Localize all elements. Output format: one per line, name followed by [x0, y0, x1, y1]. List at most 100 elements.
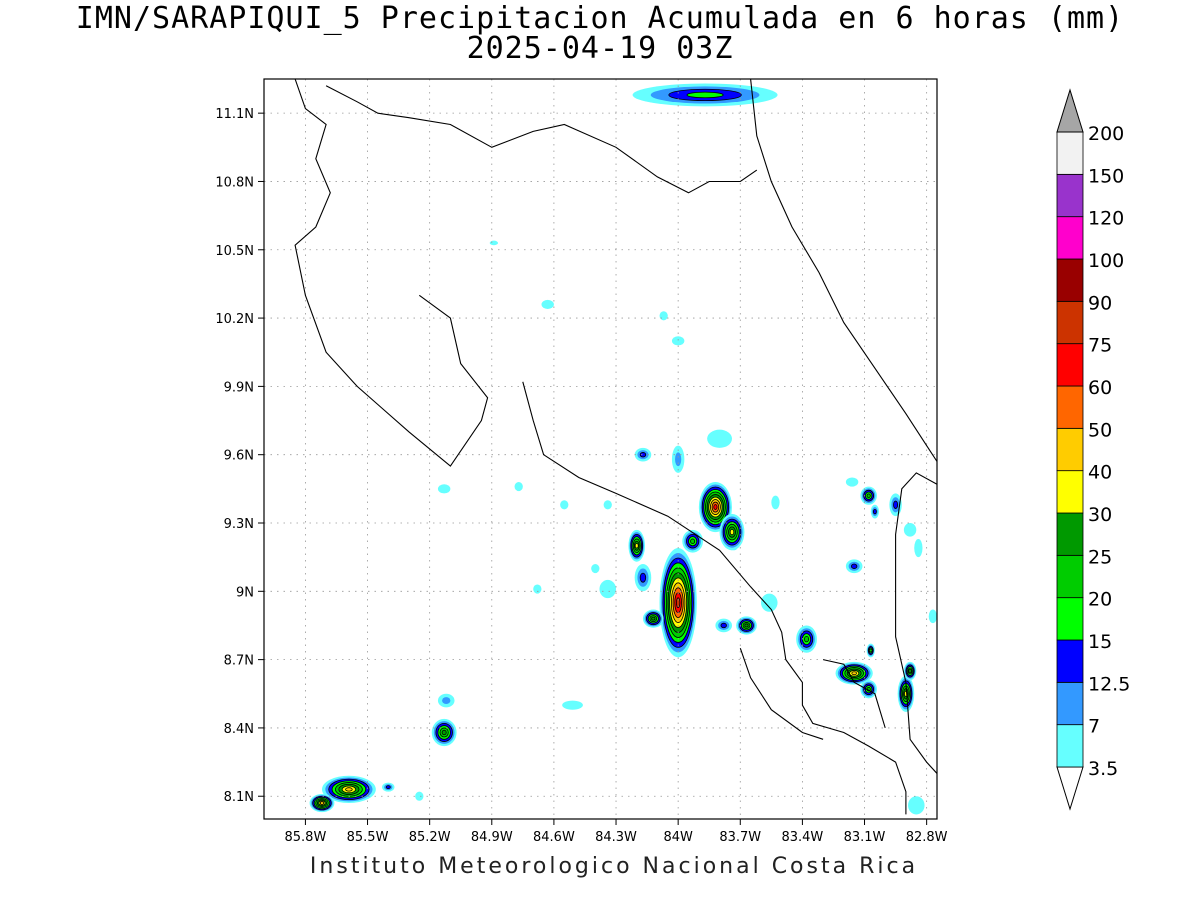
- precip-level-12.5: [639, 452, 647, 458]
- precip-patch-2: [599, 579, 617, 599]
- precip-cell-10: [736, 616, 757, 635]
- y-tick-label-6: 9.9N: [224, 380, 254, 395]
- precip-level-75: [676, 597, 681, 609]
- precip-cell-1: [698, 482, 732, 533]
- precip-level-12.5: [639, 572, 647, 583]
- precip-patch-4: [562, 700, 583, 710]
- x-tick-label-0: 85.8W: [285, 830, 327, 845]
- precip-level-7: [442, 697, 451, 705]
- precip-cell-5: [642, 609, 664, 628]
- precip-level-25: [441, 729, 447, 736]
- y-tick-label-5: 9.6N: [224, 449, 254, 464]
- precip-cell-25: [431, 718, 457, 747]
- legend-arrow-top: [1056, 88, 1084, 133]
- precip-patch-8: [914, 538, 923, 558]
- precip-level-60: [713, 504, 718, 510]
- legend-swatch-10: [1056, 300, 1084, 345]
- precip-level-12.5: [872, 508, 877, 515]
- chart-subtitle: 2025-04-19 03Z: [466, 31, 734, 66]
- legend-label-8: 50: [1088, 419, 1112, 441]
- precip-cell-13: [835, 661, 873, 685]
- precip-cell-6: [628, 529, 646, 562]
- precip-level-12.5: [893, 500, 899, 509]
- precip-level-7: [675, 452, 682, 467]
- legend-label-4: 20: [1088, 589, 1112, 611]
- legend-swatch-1: [1056, 681, 1084, 726]
- precip-cell-2: [719, 513, 745, 551]
- x-tick-label-9: 83.1W: [844, 830, 886, 845]
- x-tick-label-1: 85.5W: [347, 830, 389, 845]
- x-tick-label-4: 84.6W: [533, 830, 575, 845]
- precip-cell-9: [671, 445, 685, 473]
- precip-cell-11: [715, 618, 732, 633]
- precip-cell-0: [632, 83, 778, 107]
- precip-patch-11: [541, 299, 554, 309]
- precip-patch-12: [671, 336, 685, 346]
- precip-cell-24: [382, 782, 395, 792]
- precip-level-12.5: [385, 785, 391, 790]
- legend-swatch-8: [1056, 385, 1084, 429]
- precip-level-12.5: [851, 563, 858, 569]
- precip-level-25: [744, 623, 749, 628]
- legend-label-10: 75: [1088, 335, 1112, 357]
- precip-cell-3: [682, 529, 704, 553]
- legend-label-3: 15: [1088, 631, 1112, 653]
- legend-swatch-13: [1056, 173, 1084, 218]
- precip-level-12.5: [720, 622, 727, 629]
- precip-level-25: [651, 616, 656, 621]
- y-tick-label-2: 8.7N: [224, 654, 254, 669]
- precip-patch-10: [771, 495, 780, 510]
- legend-swatch-11: [1056, 258, 1084, 302]
- legend-swatch-3: [1056, 597, 1084, 641]
- precip-patch-7: [845, 477, 859, 487]
- precipitation-field: [309, 83, 937, 815]
- precip-level-25: [908, 669, 912, 673]
- precip-patch-20: [415, 791, 424, 801]
- legend-label-11: 90: [1088, 292, 1112, 314]
- precip-patch-21: [489, 240, 498, 246]
- precip-patch-3: [760, 593, 778, 612]
- precip-cell-15: [897, 675, 915, 712]
- legend-label-13: 120: [1088, 208, 1124, 230]
- precip-cell-17: [860, 486, 877, 505]
- precip-cell-22: [321, 775, 376, 804]
- legend-swatch-6: [1056, 470, 1084, 514]
- x-tick-label-10: 82.8W: [906, 830, 948, 845]
- precip-patch-1: [437, 484, 451, 494]
- precip-patch-17: [591, 563, 600, 574]
- legend-label-2: 12.5: [1088, 673, 1130, 695]
- precip-level-20: [804, 635, 810, 643]
- precip-cell-16: [903, 661, 917, 681]
- legend-swatch-14: [1056, 131, 1084, 175]
- precip-level-30: [729, 529, 735, 536]
- boundary-border-panama: [895, 472, 937, 774]
- legend-swatch-0: [1056, 724, 1084, 768]
- legend-swatch-4: [1056, 554, 1084, 599]
- x-tick-label-7: 83.7W: [719, 830, 761, 845]
- legend-label-5: 25: [1088, 546, 1112, 568]
- legend-label-12: 100: [1088, 250, 1124, 272]
- legend-label-1: 7: [1088, 716, 1100, 738]
- precip-cell-23: [309, 793, 335, 813]
- precip-patch-14: [514, 482, 523, 492]
- legend-label-7: 40: [1088, 462, 1112, 484]
- legend-arrow-bottom: [1056, 766, 1084, 811]
- plot-frame: [263, 78, 938, 820]
- legend-label-14: 150: [1088, 165, 1124, 187]
- precip-cell-12: [796, 625, 817, 653]
- precip-cell-8: [634, 447, 652, 462]
- y-tick-label-1: 8.4N: [224, 722, 254, 737]
- precip-patch-15: [560, 500, 569, 510]
- credit-text: Instituto Meteorologico Nacional Costa R…: [309, 854, 919, 879]
- x-tick-label-2: 85.2W: [409, 830, 451, 845]
- y-tick-label-3: 9N: [236, 585, 254, 600]
- precip-level-20: [690, 538, 696, 544]
- chart-title: IMN/SARAPIQUI_5 Precipitacion Acumulada …: [75, 1, 1125, 36]
- color-legend: 3.5 7 12.5 15 20 25 30 40 50 60 75 90 100 120 150 200: [1056, 88, 1130, 811]
- legend-swatch-5: [1056, 512, 1084, 556]
- y-tick-label-7: 10.2N: [215, 312, 254, 327]
- boundary-border-nicaragua: [325, 85, 758, 194]
- precip-level-40: [320, 801, 324, 805]
- precip-patch-18: [533, 584, 542, 594]
